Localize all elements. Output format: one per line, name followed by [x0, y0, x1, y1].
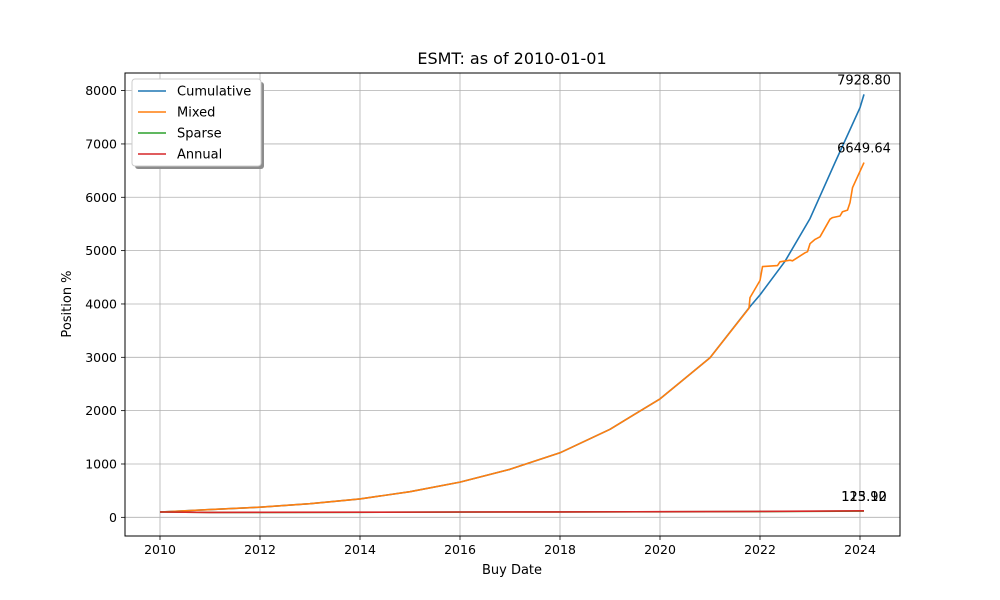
- x-tick-label: 2016: [444, 542, 476, 557]
- y-tick-label: 1000: [85, 456, 117, 471]
- series-layer: [159, 94, 865, 514]
- y-tick-label: 0: [109, 510, 117, 525]
- chart-title: ESMT: as of 2010-01-01: [417, 49, 606, 68]
- value-annotation: 7928.80: [837, 73, 891, 88]
- value-annotation: 123.12: [841, 490, 887, 505]
- series-line-annual: [159, 510, 865, 514]
- plot-frame: [124, 72, 901, 537]
- y-tick-label: 7000: [85, 136, 117, 151]
- legend-label: Annual: [177, 148, 222, 163]
- x-tick-label: 2014: [344, 542, 376, 557]
- x-tick-label: 2012: [244, 542, 276, 557]
- y-tick-label: 4000: [85, 296, 117, 311]
- y-tick-label: 5000: [85, 243, 117, 258]
- legend-label: Sparse: [177, 127, 222, 142]
- value-annotation: 115.90: [841, 490, 887, 505]
- y-tick-label: 6000: [85, 190, 117, 205]
- y-tick-label: 2000: [85, 403, 117, 418]
- series-line-mixed: [159, 162, 865, 513]
- x-tick-label: 2010: [144, 542, 176, 557]
- legend-label: Cumulative: [177, 85, 251, 100]
- grid: [125, 73, 900, 536]
- y-tick-label: 8000: [85, 83, 117, 98]
- legend-box: [131, 78, 262, 167]
- value-annotation: 6649.64: [837, 142, 891, 157]
- x-tick-label: 2024: [844, 542, 876, 557]
- y-tick-label: 3000: [85, 350, 117, 365]
- y-axis-label: Position %: [60, 270, 75, 337]
- axis-ticks: 2010 2012 2014 2016 2018 2020 2022 2024 0 1000 200…: [85, 83, 876, 557]
- x-axis-label: Buy Date: [482, 563, 542, 578]
- x-tick-label: 2018: [544, 542, 576, 557]
- x-tick-label: 2020: [644, 542, 676, 557]
- legend: Cumulative Mixed Sparse Annual: [131, 78, 264, 169]
- x-tick-label: 2022: [744, 542, 776, 557]
- legend-label: Mixed: [177, 106, 215, 121]
